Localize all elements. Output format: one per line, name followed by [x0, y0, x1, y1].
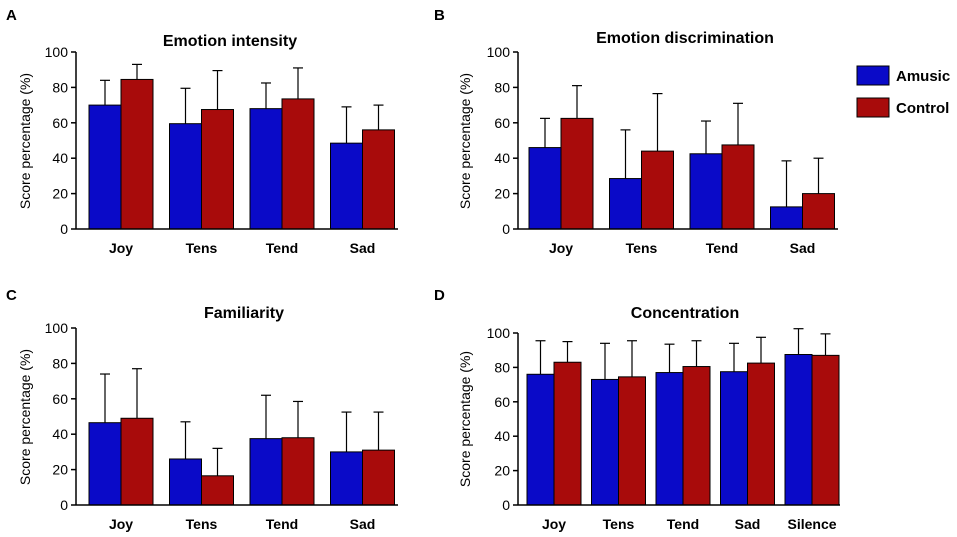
bar-control-joy [553, 361, 582, 506]
y-tick-label: 20 [494, 463, 510, 479]
y-tick-label: 80 [494, 79, 510, 95]
bar-amusic-sad [770, 206, 803, 230]
panel-letter-c: C [6, 287, 17, 304]
bar-control-sad [362, 129, 395, 230]
y-tick-label: 40 [494, 150, 510, 166]
bar-control-joy [560, 117, 594, 230]
bar-amusic-tend [655, 372, 684, 506]
x-tick-label-tens: Tens [186, 516, 218, 532]
bar-control-tens [641, 150, 674, 230]
y-axis-label: Score percentage (%) [17, 349, 33, 485]
x-tick-label-joy: Joy [109, 240, 133, 256]
bar-amusic-tend [249, 108, 283, 230]
bar-control-joy [120, 78, 154, 230]
y-tick-label: 20 [52, 462, 68, 478]
bar-control-tend [721, 144, 755, 230]
y-tick-label: 80 [494, 359, 510, 375]
x-tick-label-tend: Tend [266, 240, 298, 256]
legend: Amusic Control [856, 65, 950, 118]
bar-amusic-silence [784, 354, 813, 506]
panel-letter-a: A [6, 7, 17, 24]
bar-control-silence [811, 354, 840, 506]
y-tick-label: 40 [52, 150, 68, 166]
x-tick-label-tens: Tens [603, 516, 635, 532]
y-tick-label: 0 [502, 497, 510, 513]
bar-control-sad [802, 193, 835, 230]
bar-amusic-sad [330, 142, 363, 230]
legend-swatch-amusic [856, 65, 890, 86]
y-tick-label: 40 [52, 426, 68, 442]
panel-letter-d: D [434, 287, 445, 304]
bar-control-sad [747, 362, 775, 506]
bar-amusic-joy [528, 147, 562, 230]
bar-amusic-sad [720, 371, 748, 506]
bar-amusic-tend [689, 153, 723, 230]
bar-amusic-joy [88, 422, 122, 506]
bar-control-tend [281, 98, 315, 230]
y-tick-label: 60 [52, 115, 68, 131]
x-tick-label-sad: Sad [790, 240, 816, 256]
y-tick-label: 60 [52, 391, 68, 407]
x-tick-label-tens: Tens [186, 240, 218, 256]
legend-label-amusic: Amusic [896, 68, 950, 85]
y-tick-label: 20 [494, 186, 510, 202]
y-tick-label: 100 [487, 325, 511, 341]
x-tick-label-tend: Tend [706, 240, 738, 256]
bar-control-sad [362, 449, 395, 506]
y-tick-label: 100 [487, 44, 511, 60]
y-tick-label: 60 [494, 115, 510, 131]
x-tick-label-sad: Sad [350, 516, 376, 532]
x-tick-label-joy: Joy [549, 240, 573, 256]
bar-amusic-joy [526, 373, 555, 506]
legend-swatch-control [856, 97, 890, 118]
y-axis-label: Score percentage (%) [457, 73, 473, 209]
y-tick-label: 100 [45, 44, 69, 60]
bar-control-tens [618, 376, 646, 506]
panel-b: B Emotion discrimination Score percentag… [434, 7, 838, 256]
bar-amusic-tens [609, 178, 642, 230]
y-tick-label: 20 [52, 186, 68, 202]
panel-d: D Concentration Score percentage (%) Joy… [434, 287, 840, 532]
y-tick-label: 60 [494, 394, 510, 410]
bar-control-tens [201, 475, 234, 506]
chart-title: Emotion intensity [163, 33, 297, 50]
y-tick-label: 0 [60, 497, 68, 513]
bar-amusic-tens [169, 123, 202, 230]
x-tick-label-silence: Silence [787, 516, 836, 532]
y-tick-label: 80 [52, 355, 68, 371]
chart-title: Concentration [631, 305, 739, 322]
bar-control-tens [201, 109, 234, 230]
y-tick-label: 100 [45, 320, 69, 336]
bar-amusic-joy [88, 104, 122, 230]
y-axis-label: Score percentage (%) [17, 73, 33, 209]
x-tick-label-joy: Joy [542, 516, 566, 532]
panel-letter-b: B [434, 7, 445, 24]
legend-label-control: Control [896, 100, 949, 117]
bar-amusic-tend [249, 438, 283, 506]
bar-control-tend [281, 437, 315, 506]
bar-amusic-tens [169, 458, 202, 506]
panel-a: A Emotion intensity Score percentage (%)… [6, 7, 398, 256]
chart-title: Familiarity [204, 305, 284, 322]
y-tick-label: 0 [502, 221, 510, 237]
x-tick-label-tend: Tend [667, 516, 699, 532]
y-tick-label: 80 [52, 79, 68, 95]
bar-control-tend [682, 366, 711, 506]
x-tick-label-sad: Sad [350, 240, 376, 256]
x-tick-label-sad: Sad [735, 516, 761, 532]
x-tick-label-joy: Joy [109, 516, 133, 532]
y-tick-label: 0 [60, 221, 68, 237]
chart-title: Emotion discrimination [596, 30, 774, 47]
y-tick-label: 40 [494, 428, 510, 444]
x-tick-label-tend: Tend [266, 516, 298, 532]
bar-amusic-tens [591, 378, 619, 506]
x-tick-label-tens: Tens [626, 240, 658, 256]
y-axis-label: Score percentage (%) [457, 351, 473, 487]
bar-amusic-sad [330, 451, 363, 506]
bar-control-joy [120, 417, 154, 506]
panel-c: C Familiarity Score percentage (%) Joy Te… [6, 287, 398, 532]
